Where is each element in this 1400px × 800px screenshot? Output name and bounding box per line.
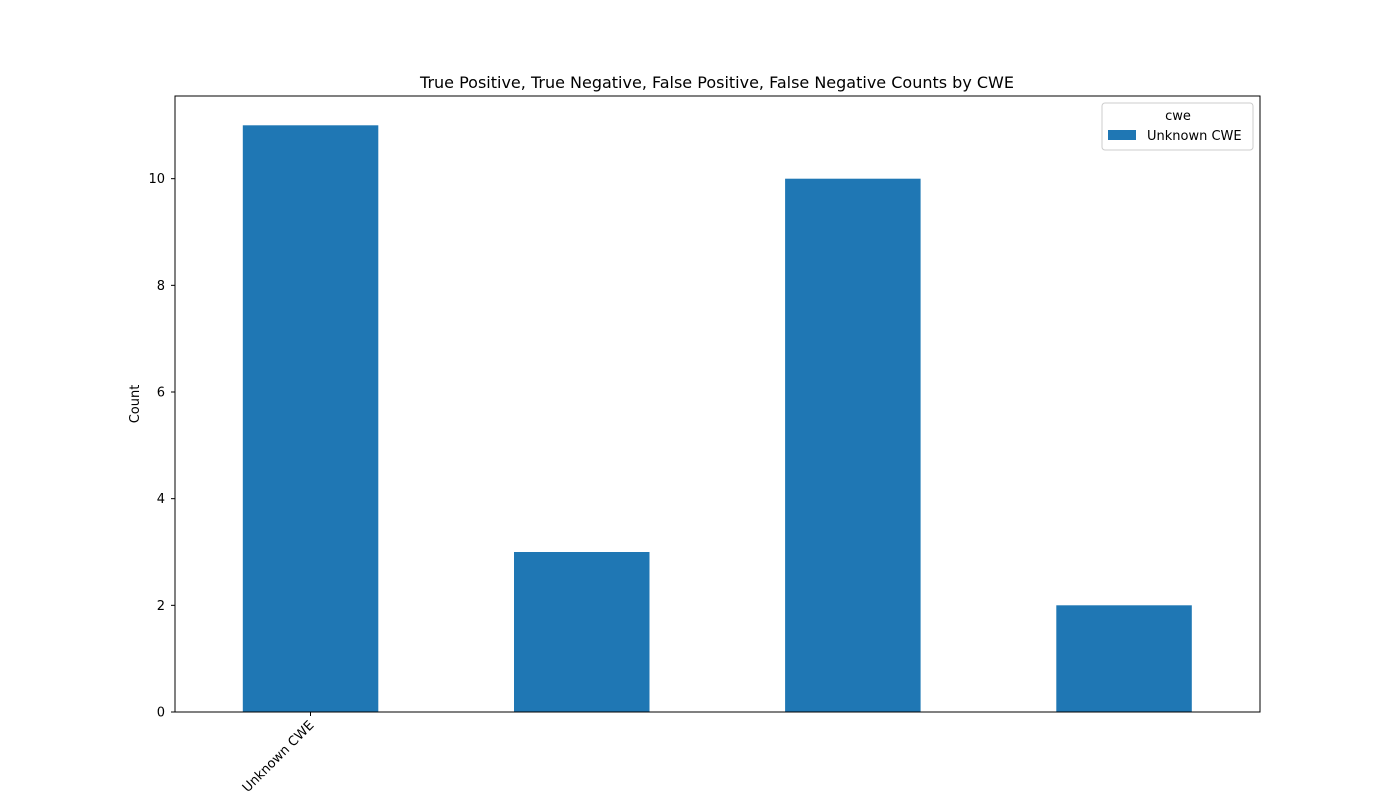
y-axis: 0 2 4 6 8 10 [148,172,175,721]
y-tick-label: 4 [157,492,165,507]
bar-4 [1056,605,1192,712]
y-tick-label: 10 [148,172,165,187]
bar-1 [242,125,379,713]
bar-3 [785,178,921,712]
y-axis-label: Count [128,385,143,424]
legend-box [1101,102,1254,151]
y-tick-label: 8 [157,279,165,294]
legend-swatch [1108,130,1136,140]
y-tick-label: 0 [157,706,165,721]
x-tick-label: Unknown CWE [240,718,318,796]
plot-frame [174,95,1261,713]
legend-entry-label: Unknown CWE [1147,129,1242,144]
y-tick-label: 2 [157,599,165,614]
legend-title: cwe [1165,109,1191,124]
y-tick-label: 6 [157,386,165,401]
chart-title: True Positive, True Negative, False Posi… [419,73,1014,92]
x-axis: Unknown CWE [240,712,318,796]
bars-group [242,125,1192,713]
legend: cwe Unknown CWE [1101,102,1254,151]
bar-2 [514,552,650,712]
